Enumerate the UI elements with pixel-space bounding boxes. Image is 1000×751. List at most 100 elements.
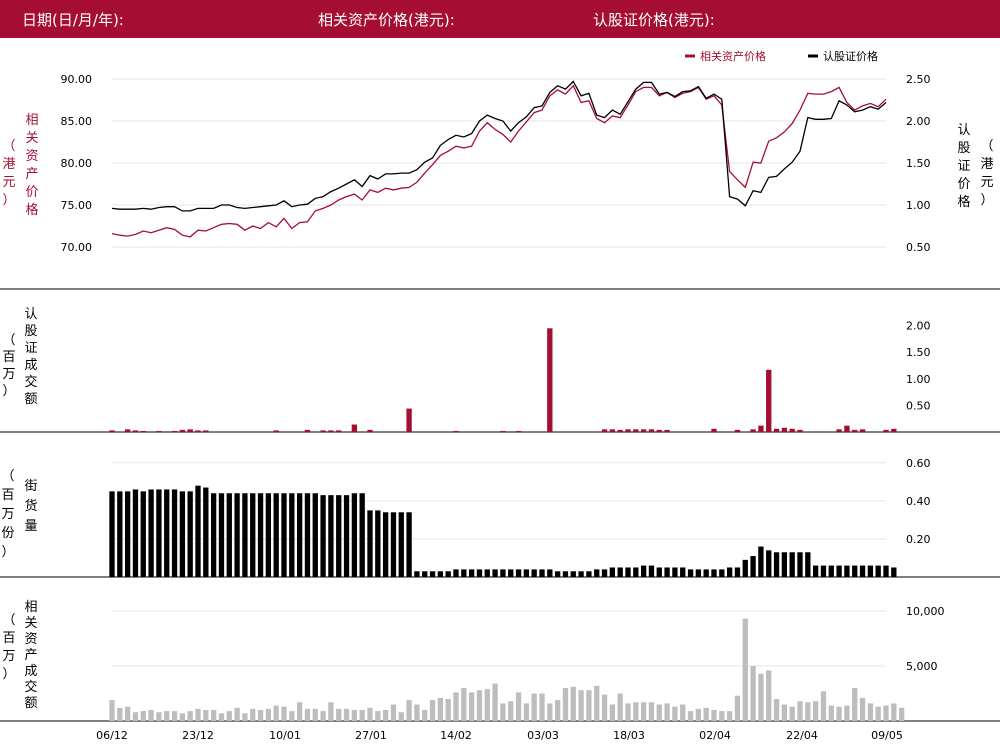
right-tick-label: 0.20 [906,533,931,546]
left-axis-label-char: 格 [25,202,38,218]
outstanding-bar [351,493,358,577]
outstanding-bar [250,493,256,577]
underlying-turnover-bar [766,670,772,721]
right-axis-label-char: 价 [957,177,970,192]
outstanding-unit-char: 万 [1,507,14,522]
outstanding-bar [750,556,756,577]
left-axis-label-char: 价 [25,185,38,200]
left-tick-label: 70.00 [61,241,93,254]
underlying-turnover-bar [664,703,670,721]
x-tick-label: 14/02 [440,729,472,742]
outstanding-bar [664,567,670,577]
underlying-turnover-bar [336,708,342,721]
outstanding-bar [656,567,662,577]
outstanding-bar [336,495,342,577]
right-tick-label: 0.40 [906,495,931,508]
x-tick-label: 03/03 [527,729,559,742]
warrant-turnover-bar [640,429,647,432]
right-axis-label-char: 格 [957,194,970,210]
underlying-turnover-label-char: 成 [24,664,37,679]
outstanding-bar [468,569,475,577]
left-axis-unit-char: 元 [2,175,15,190]
outstanding-unit-char: 份 [1,526,14,541]
underlying-turnover-bar [758,673,764,721]
warrant-turnover-bar [734,429,741,432]
warrant-turnover-bar [766,369,772,432]
underlying-turnover-bar [390,704,397,721]
outstanding-bar [758,546,764,577]
underlying-turnover-bar [711,710,717,721]
outstanding-bar [820,565,827,577]
right-tick-label: 0.50 [906,241,931,254]
underlying-turnover-label-char: 交 [24,679,37,695]
outstanding-bar [633,567,639,577]
outstanding-bar [734,567,741,577]
underlying-turnover-bar [531,693,537,721]
underlying-turnover-bar [492,683,498,721]
outstanding-bar [132,489,139,577]
outstanding-bar [523,569,530,577]
warrant-turnover-bar [336,430,342,432]
underlying-turnover-bar [781,704,788,721]
underlying-turnover-bar [148,710,154,721]
left-tick-label: 85.00 [61,115,93,128]
underlying-turnover-bar [891,703,897,721]
warrant-turnover-bar [500,430,506,432]
outstanding-bar [640,565,647,577]
underlying-turnover-bar [171,711,178,721]
outstanding-bar [382,512,389,577]
outstanding-bar [328,495,334,577]
warrant-turnover-bar [797,429,803,432]
warrant-turnover-bar [547,328,553,432]
underlying-turnover-bar [828,705,834,721]
left-tick-label: 90.00 [61,73,93,86]
underlying-turnover-bar [461,688,467,721]
outstanding-bar [320,495,326,577]
right-tick-label: 2.00 [906,320,931,333]
warrant-turnover-bar [195,430,201,432]
outstanding-bar [117,491,123,577]
outstanding-unit-char: 百 [1,488,14,503]
outstanding-bar [398,512,404,577]
underlying-turnover-bar [875,706,881,721]
underlying-turnover-bar [242,713,248,721]
warrant-turnover-bar [633,429,639,432]
warrant-price-line [111,80,887,212]
warrant-turnover-unit-char: （ [2,333,15,348]
outstanding-bar [891,567,897,577]
warrant-turnover-bar [351,424,358,432]
warrant-turnover-unit-char: ） [2,384,15,399]
outstanding-bar [695,569,702,577]
outstanding-bar [367,510,373,577]
underlying-turnover-bar [351,710,358,721]
underlying-turnover-bar [296,702,303,721]
outstanding-bar [359,493,365,577]
warrant-turnover-bar [617,429,623,432]
outstanding-bar [601,569,608,577]
outstanding-bar [648,565,655,577]
outstanding-bar [726,567,733,577]
underlying-turnover-bar [210,710,217,721]
warrant-price-label: 认股证价格(港元): [593,11,715,29]
underlying-turnover-bar [250,708,256,721]
outstanding-bar [453,569,459,577]
warrant-turnover-bar [859,429,866,432]
underlying-turnover-bar [226,711,232,721]
underlying-turnover-bar [883,705,889,721]
underlying-turnover-bar [672,706,678,721]
left-axis-unit-char: 港 [2,157,15,172]
underlying-turnover-bar [617,693,623,721]
outstanding-bar [883,565,889,577]
underlying-turnover-bar [515,692,522,721]
outstanding-bar [437,571,444,577]
underlying-turnover-bar [797,701,803,721]
outstanding-bar [773,552,780,577]
warrant-turnover-label-char: 认 [24,307,37,322]
right-axis-unit-char: ） [980,193,993,208]
underlying-turnover-label-char: 额 [24,696,37,711]
warrant-turnover-bar [750,429,756,432]
underlying-turnover-bar [844,705,850,721]
underlying-turnover-bar [750,666,756,721]
outstanding-bar [257,493,264,577]
warrant-turnover-bar [320,430,326,432]
